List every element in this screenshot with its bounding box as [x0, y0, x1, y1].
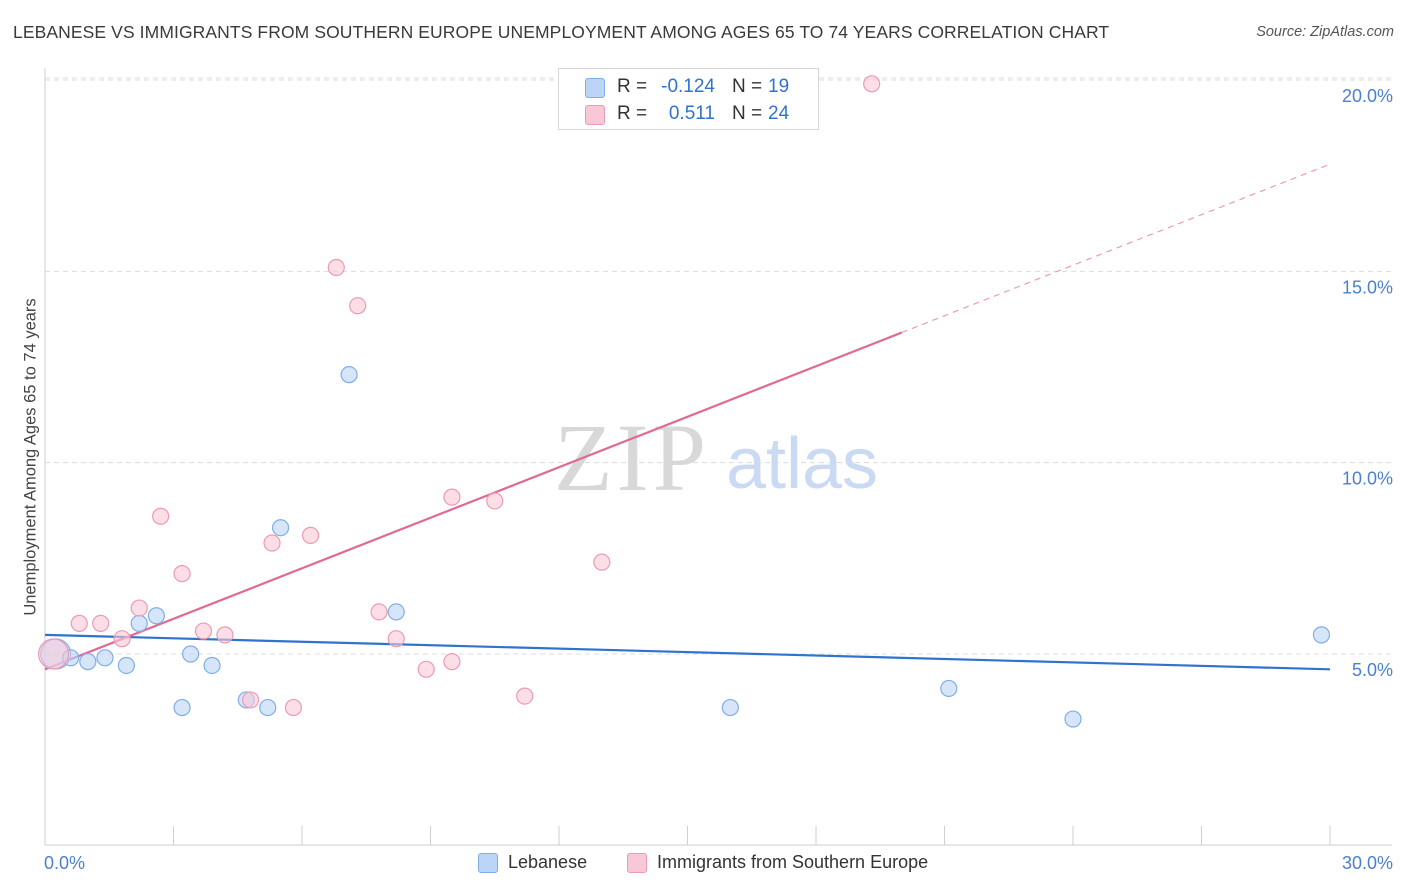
data-point-blue — [1312, 626, 1331, 644]
data-point-blue — [79, 653, 97, 671]
data-point-pink — [486, 492, 504, 510]
data-point-blue — [387, 603, 405, 621]
data-point-pink — [113, 630, 131, 648]
grid-layer — [45, 77, 1392, 655]
chart-title: LEBANESE VS IMMIGRANTS FROM SOUTHERN EUR… — [13, 22, 1110, 42]
data-point-pink — [387, 630, 405, 648]
data-point-blue — [203, 656, 221, 675]
data-point-pink — [37, 638, 70, 670]
y-tick-label: 20.0% — [1342, 86, 1393, 106]
x-tick-label-min: 0.0% — [44, 853, 85, 873]
legend-item-lebanese[interactable]: Lebanese — [478, 852, 587, 873]
stats-n-label: N = — [732, 103, 763, 124]
legend: Lebanese Immigrants from Southern Europe — [0, 852, 1406, 878]
data-point-pink — [70, 614, 88, 632]
source-credit: Source: ZipAtlas.com — [1256, 24, 1394, 40]
y-axis-label: Unemployment Among Ages 65 to 74 years — [21, 298, 40, 616]
data-point-pink — [194, 622, 213, 640]
y-tick-label: 5.0% — [1352, 660, 1393, 680]
data-point-pink — [263, 534, 281, 552]
legend-label-southern-europe: Immigrants from Southern Europe — [657, 852, 929, 872]
data-point-pink — [284, 698, 303, 717]
y-tick-label: 10.0% — [1342, 469, 1393, 489]
data-point-pink — [863, 75, 881, 93]
watermark-atlas: atlas — [726, 424, 878, 504]
data-point-pink — [152, 507, 170, 525]
tick-label-layer: 5.0% 10.0% 15.0% 20.0% 0.0% 30.0% — [44, 86, 1393, 873]
stats-swatch-blue — [585, 78, 605, 98]
data-point-blue — [340, 366, 358, 384]
data-point-blue — [117, 656, 135, 675]
points-layer — [37, 75, 1331, 728]
y-tick-label: 15.0% — [1342, 277, 1393, 297]
data-point-pink — [130, 599, 148, 617]
data-point-blue — [1064, 710, 1082, 728]
trend-line-extension-pink — [901, 163, 1331, 334]
stats-n-value: 19 — [768, 76, 790, 97]
data-point-pink — [516, 687, 534, 705]
trend-line-blue — [44, 633, 1331, 671]
axis-layer — [44, 68, 1392, 846]
watermark-zip: ZIP — [554, 404, 710, 511]
data-point-pink — [301, 526, 320, 544]
data-point-blue — [130, 614, 148, 632]
legend-label-lebanese: Lebanese — [508, 852, 588, 872]
stats-swatch-pink — [585, 105, 605, 125]
legend-swatch-pink — [627, 852, 647, 873]
stats-r-label: R = — [617, 103, 648, 124]
data-point-pink — [417, 660, 435, 678]
data-point-pink — [327, 258, 345, 277]
data-point-blue — [173, 698, 191, 717]
x-tick-label-max: 30.0% — [1342, 853, 1393, 873]
data-point-blue — [182, 645, 200, 663]
stats-row-lebanese: R = -0.124 N = 19 — [559, 74, 818, 100]
stats-n-value: 24 — [768, 103, 790, 124]
stats-r-label: R = — [617, 76, 648, 97]
data-point-blue — [147, 607, 165, 625]
stats-n-label: N = — [732, 76, 763, 97]
data-point-pink — [349, 297, 367, 315]
data-point-pink — [443, 488, 461, 506]
trend-layer — [44, 163, 1331, 671]
legend-swatch-blue — [478, 852, 498, 873]
stats-box: R = -0.124 N = 19 R = 0.511 N = 24 — [558, 68, 819, 130]
trend-line-pink — [44, 331, 903, 671]
stats-row-southern-europe: R = 0.511 N = 24 — [559, 101, 818, 127]
data-point-blue — [259, 698, 277, 717]
data-point-blue — [940, 679, 958, 698]
data-point-pink — [92, 614, 110, 632]
data-point-pink — [216, 626, 234, 644]
data-point-pink — [173, 565, 191, 583]
data-point-pink — [370, 603, 388, 621]
data-point-blue — [271, 519, 290, 537]
watermark: ZIP atlas — [554, 404, 878, 511]
legend-item-southern-europe[interactable]: Immigrants from Southern Europe — [627, 852, 928, 873]
data-point-pink — [242, 691, 260, 709]
data-point-blue — [96, 649, 114, 667]
stats-r-value: -0.124 — [661, 76, 715, 97]
stats-r-value: 0.511 — [668, 103, 715, 124]
data-point-pink — [593, 553, 611, 571]
data-point-pink — [443, 653, 461, 671]
data-point-blue — [721, 698, 739, 717]
